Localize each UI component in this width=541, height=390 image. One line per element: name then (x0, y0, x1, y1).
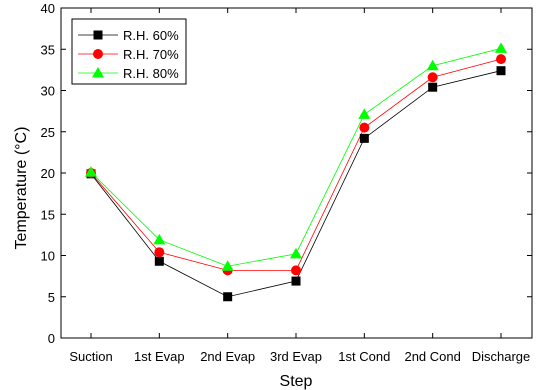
series-line-1 (90, 70, 502, 298)
data-point-series-2 (291, 265, 301, 276)
legend-marker (93, 30, 103, 40)
data-point-series-3 (85, 166, 97, 177)
legend-box (71, 18, 187, 85)
data-point-series-1 (291, 276, 301, 286)
x-axis-title: Step (280, 373, 313, 390)
legend-items: R.H. 60% R.H. 70% R.H. 80% (78, 28, 179, 81)
x-tick-label: 3rd Evap (270, 349, 322, 364)
x-tick-label: Discharge (472, 349, 531, 364)
y-axis-ticks: 0 5 10 15 20 25 30 35 40 (41, 1, 532, 346)
y-axis-title: Temperature (°C) (13, 127, 30, 250)
data-point-series-1 (428, 82, 438, 92)
series-line-2 (90, 58, 502, 271)
y-tick-label: 25 (41, 125, 55, 140)
y-tick-label: 30 (41, 84, 55, 99)
x-tick-label: Suction (69, 349, 112, 364)
data-point-series-3 (426, 59, 439, 71)
data-point-series-3 (358, 108, 371, 119)
legend-label: R.H. 80% (123, 66, 179, 81)
x-tick-label: 1st Evap (134, 349, 185, 364)
legend-marker (92, 67, 104, 78)
y-tick-label: 5 (48, 290, 55, 305)
x-tick-label: 1st Cond (338, 349, 390, 364)
y-tick-label: 0 (48, 331, 55, 346)
series-lines (90, 48, 502, 298)
legend: R.H. 60% R.H. 70% R.H. 80% (71, 18, 187, 85)
legend-marker (93, 49, 103, 59)
y-tick-label: 15 (41, 207, 55, 222)
series-markers (85, 42, 507, 302)
y-tick-label: 10 (41, 249, 55, 264)
data-point-series-2 (359, 122, 370, 133)
data-point-series-2 (496, 54, 506, 65)
data-point-series-1 (496, 66, 506, 76)
data-point-series-3 (290, 247, 302, 259)
data-point-series-1 (154, 256, 164, 266)
data-point-series-3 (495, 42, 507, 53)
data-point-series-3 (221, 260, 234, 271)
data-point-series-2 (154, 247, 165, 258)
data-point-series-2 (427, 72, 438, 83)
y-tick-label: 20 (41, 166, 55, 181)
legend-label: R.H. 60% (123, 28, 179, 43)
x-tick-label: 2nd Cond (404, 349, 460, 364)
x-tick-label: 2nd Evap (200, 349, 255, 364)
data-point-series-3 (153, 233, 166, 245)
y-tick-label: 35 (41, 42, 55, 57)
y-tick-label: 40 (41, 1, 55, 16)
data-point-series-1 (223, 292, 233, 302)
data-point-series-1 (359, 133, 369, 143)
x-axis-ticks: Suction 1st Evap 2nd Evap 3rd Evap 1st Cond 2… (69, 8, 530, 364)
legend-label: R.H. 70% (123, 47, 179, 62)
